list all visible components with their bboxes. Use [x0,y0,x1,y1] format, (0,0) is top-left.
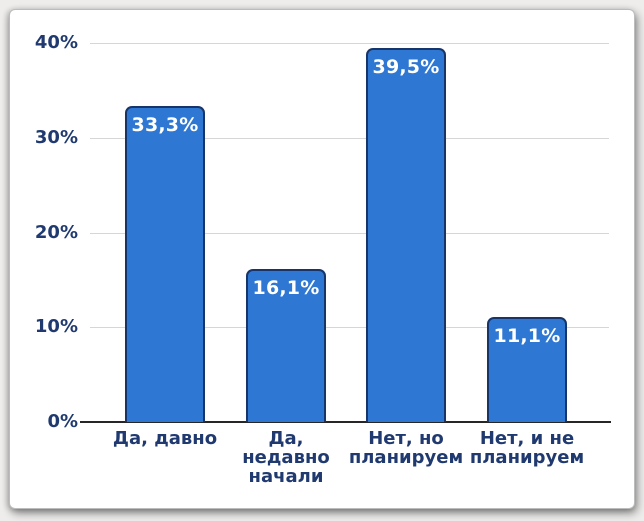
gridline-20 [90,233,609,234]
bar-1: 33,3% [125,106,205,422]
bar-3: 39,5% [366,48,446,422]
bar-value-label-1: 33,3% [131,114,199,136]
gridline-40 [90,43,609,44]
gridline-30 [90,138,609,139]
y-tick-label-0: 0% [47,411,78,432]
x-category-label-4: Нет, и не планируем [469,428,585,468]
y-tick-label-20: 20% [34,222,78,243]
plot-area: 0% 10% 20% 30% 40% 33,3% Да, давно 16,1% Да, нед… [10,10,634,508]
bar-value-label-4: 11,1% [493,325,561,347]
gridline-10 [90,327,609,328]
bar-2: 16,1% [246,269,326,422]
bar-value-label-2: 16,1% [252,277,320,299]
x-category-label-3: Нет, но планируем [348,428,464,468]
bar-value-label-3: 39,5% [372,56,440,78]
x-axis-line [80,421,611,423]
chart-card: 0% 10% 20% 30% 40% 33,3% Да, давно 16,1% Да, нед… [9,9,635,509]
y-tick-label-30: 30% [34,127,78,148]
y-tick-label-40: 40% [34,32,78,53]
x-category-label-1: Да, давно [112,428,218,449]
x-category-label-2: Да, недавно начали [242,428,330,487]
bar-4: 11,1% [487,317,567,422]
y-tick-label-10: 10% [34,316,78,337]
